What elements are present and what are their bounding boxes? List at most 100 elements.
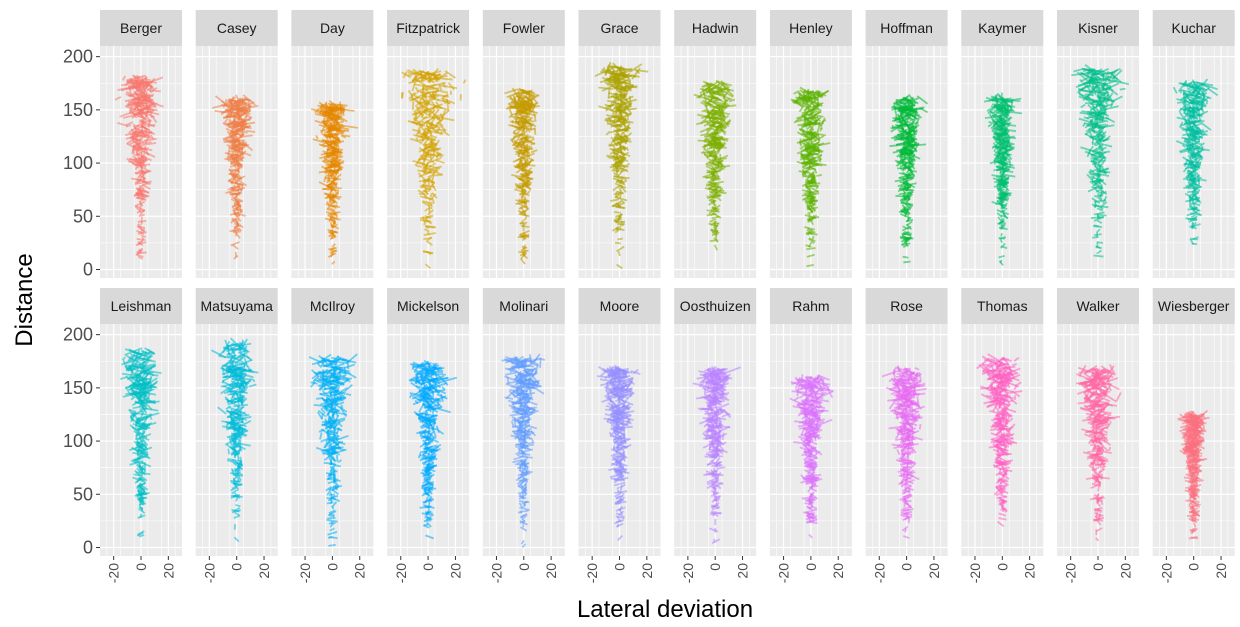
shot-segment	[129, 460, 144, 466]
shot-segment	[1190, 146, 1197, 153]
shot-segment	[709, 148, 716, 155]
shot-segment	[806, 247, 816, 251]
shot-segment	[804, 214, 817, 220]
shot-segment	[1001, 143, 1013, 152]
shot-segment	[717, 148, 721, 154]
shot-segment	[140, 475, 148, 482]
shot-segment	[811, 103, 820, 109]
shot-segment	[1089, 135, 1097, 138]
shot-segment	[1172, 86, 1178, 94]
shot-segment	[121, 358, 133, 366]
shot-segment	[432, 74, 448, 81]
shot-segment	[711, 229, 719, 234]
shot-segment	[808, 237, 816, 243]
shot-segment	[419, 125, 427, 133]
shot-segment	[1000, 232, 1003, 237]
shot-segment	[907, 143, 914, 149]
shot-segment	[1093, 116, 1099, 122]
shot-segment	[136, 531, 144, 537]
shot-segment	[329, 235, 337, 240]
shot-segment	[439, 90, 449, 94]
shot-segments	[1172, 78, 1219, 246]
shot-segment	[231, 99, 241, 103]
shot-segment	[526, 176, 534, 180]
shot-segment	[1189, 225, 1197, 230]
shot-segment	[520, 258, 526, 265]
shot-segment	[237, 179, 248, 187]
shot-segment	[140, 461, 152, 468]
shot-segment	[138, 501, 143, 507]
shot-segments	[311, 100, 359, 265]
shot-segment	[517, 159, 522, 168]
shot-segment	[816, 122, 821, 133]
shot-segment	[423, 164, 428, 170]
shot-segment	[527, 128, 531, 133]
shot-segment	[427, 153, 435, 159]
shot-segment	[430, 138, 434, 147]
shot-segment	[423, 189, 429, 195]
shot-segment	[1097, 213, 1107, 217]
shot-segment	[607, 99, 616, 104]
shot-segment	[1194, 125, 1199, 131]
shot-segment	[713, 121, 717, 128]
shot-segment	[999, 160, 1009, 169]
shot-segment	[331, 243, 336, 248]
shot-segment	[1080, 146, 1094, 153]
shot-segment	[804, 146, 809, 152]
shot-segments	[211, 94, 259, 260]
shot-segment	[1190, 141, 1200, 149]
shot-segment	[616, 245, 625, 253]
shot-segment	[136, 381, 140, 388]
shot-segment	[987, 123, 993, 128]
shot-segment	[1183, 140, 1190, 144]
shot-segment	[522, 244, 526, 250]
shot-segment	[512, 130, 518, 136]
facet-strip	[387, 10, 470, 46]
shot-segment	[1190, 132, 1200, 141]
shot-segment	[1194, 158, 1201, 165]
shot-segment	[135, 418, 141, 426]
facet-berger: Berger	[100, 10, 182, 278]
shot-segment	[610, 136, 618, 147]
shot-segment	[989, 110, 1000, 118]
shot-segment	[140, 92, 147, 104]
shot-segment	[712, 200, 717, 207]
shot-segment	[1101, 167, 1107, 175]
shot-segment	[713, 141, 722, 147]
shot-segment	[511, 131, 526, 140]
shot-segment	[1090, 180, 1098, 185]
shot-segment	[421, 183, 435, 189]
shot-segment	[138, 534, 145, 538]
shot-segment	[330, 246, 336, 251]
shot-segment	[520, 167, 534, 174]
shot-segment	[1195, 208, 1201, 212]
shot-segment	[235, 97, 242, 104]
shot-segment	[521, 164, 525, 171]
shot-segment	[804, 226, 815, 231]
shot-segment	[226, 415, 244, 421]
shot-segment	[426, 220, 433, 225]
shot-segment	[617, 214, 622, 221]
shot-segment	[533, 113, 537, 122]
shot-segment	[137, 425, 148, 430]
shot-segment	[900, 237, 911, 241]
shot-segment	[224, 398, 239, 407]
shot-segment	[999, 111, 1008, 118]
shot-segment	[1000, 92, 1003, 105]
shot-segments	[114, 74, 164, 260]
shot-segment	[139, 162, 143, 169]
shot-segment	[336, 190, 340, 195]
shot-segment	[412, 93, 424, 101]
shot-segment	[139, 229, 144, 234]
facet-strip-label: Day	[320, 20, 345, 36]
shot-segment	[617, 105, 630, 115]
shot-segment	[1094, 135, 1100, 140]
shot-segment	[231, 243, 239, 250]
shot-segment	[697, 139, 710, 143]
shot-segment	[425, 240, 433, 246]
shot-segment	[620, 199, 626, 205]
facet-strip	[100, 10, 182, 46]
shot-segment	[132, 452, 149, 456]
shot-segment	[1095, 187, 1104, 193]
shot-segment	[520, 89, 539, 97]
